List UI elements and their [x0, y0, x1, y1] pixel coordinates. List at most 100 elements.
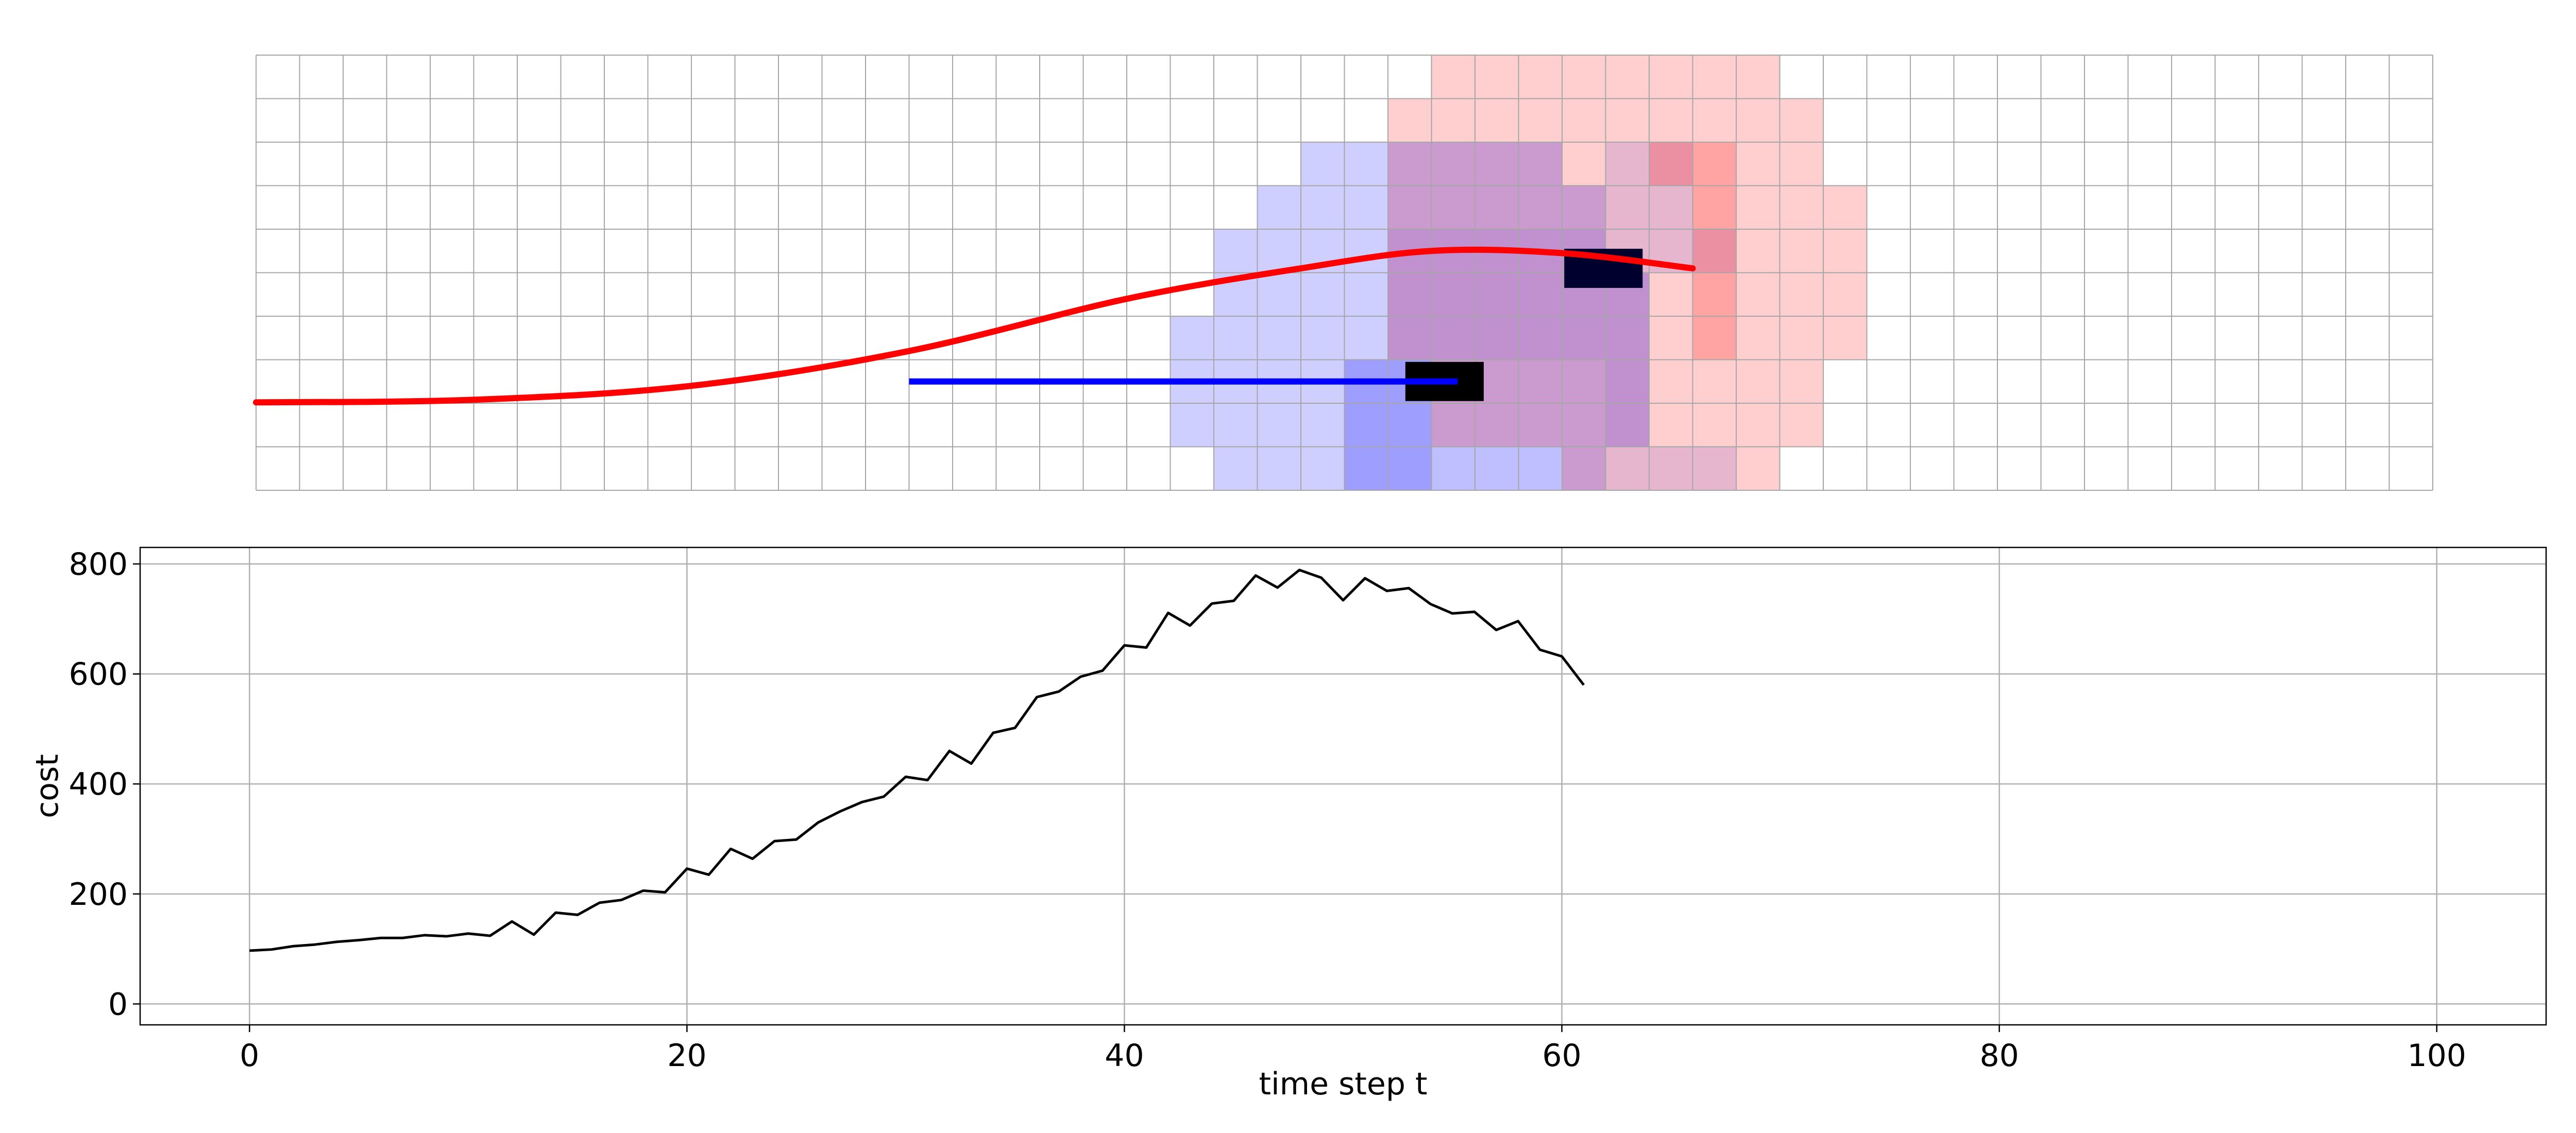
blue-cost-cell	[1214, 229, 1258, 273]
blue-cost-cell	[1692, 229, 1736, 273]
red-cost-cell	[1780, 272, 1823, 316]
red-cost-cell	[1649, 447, 1693, 490]
y-tick-label: 200	[69, 877, 128, 913]
red-cost-cell	[1562, 98, 1606, 142]
grid-lines	[256, 55, 2433, 491]
red-cost-cell	[1562, 55, 1606, 99]
red-cost-cell	[1736, 403, 1780, 447]
blue-cost-cell	[1518, 316, 1562, 360]
blue-cost-cell	[1518, 142, 1562, 186]
red-cost-cell	[1562, 403, 1606, 447]
blue-cost-cell	[1214, 447, 1258, 490]
blue-cost-cell	[1562, 359, 1606, 403]
red-cost-cell	[1692, 55, 1736, 99]
cost-line-chart: 0 20 40 60 80 100 0 200 400 600 800 time step t c…	[29, 546, 2547, 1102]
red-cost-cell	[1692, 185, 1736, 229]
blue-cost-cell	[1214, 403, 1258, 447]
blue-cost-cell	[1475, 142, 1519, 186]
blue-cost-cell	[1344, 447, 1388, 490]
red-cost-cell	[1431, 272, 1475, 316]
red-cost-cell	[1518, 316, 1562, 360]
red-cost-cell	[1780, 316, 1823, 360]
red-cost-cell	[1780, 98, 1823, 142]
blue-cost-cell	[1562, 447, 1606, 490]
blue-cost-cell	[1431, 316, 1475, 360]
red-cost-cell	[1692, 98, 1736, 142]
blue-cost-cell	[1475, 272, 1519, 316]
blue-cost-cell	[1431, 272, 1475, 316]
blue-cost-cell	[1301, 185, 1345, 229]
red-cost-cell	[1518, 272, 1562, 316]
blue-cost-cell	[1344, 272, 1388, 316]
y-tick-label: 800	[69, 546, 128, 582]
red-cost-cell	[1431, 316, 1475, 360]
blue-cost-cell	[1475, 316, 1519, 360]
red-cost-cell	[1475, 316, 1519, 360]
red-cost-cell	[1475, 98, 1519, 142]
line-chart-gridlines	[140, 547, 2546, 1025]
red-cost-cell	[1431, 98, 1475, 142]
blue-cost-cell	[1605, 316, 1649, 360]
blue-cost-cell	[1562, 316, 1606, 360]
occupancy-grid-panel	[253, 55, 2433, 491]
blue-cost-cell	[1257, 185, 1301, 229]
red-cost-cell	[1736, 359, 1780, 403]
red-cost-cell	[1605, 447, 1649, 490]
blue-cost-cell	[1605, 359, 1649, 403]
red-cost-cell	[1605, 55, 1649, 99]
y-axis-ticks: 0 200 400 600 800	[69, 546, 140, 1022]
red-cost-cell	[1518, 359, 1562, 403]
x-tick-label: 80	[1979, 1038, 2019, 1074]
red-cost-cell	[1475, 272, 1519, 316]
blue-cost-cell	[1649, 447, 1693, 490]
blue-cost-cell	[1388, 272, 1432, 316]
red-cost-cell	[1692, 316, 1736, 360]
x-axis-ticks: 0 20 40 60 80 100	[240, 1025, 2466, 1074]
blue-cost-cell	[1301, 272, 1345, 316]
red-cost-cell	[1780, 359, 1823, 403]
red-cost-cell	[1518, 403, 1562, 447]
red-cost-cell	[1692, 447, 1736, 490]
red-cost-cell	[1431, 55, 1475, 99]
red-cost-cell	[1388, 185, 1432, 229]
blue-cost-cell	[1431, 447, 1475, 490]
red-cost-cell	[1431, 403, 1475, 447]
red-cost-cell	[1518, 185, 1562, 229]
red-cost-cell	[1780, 229, 1823, 273]
red-cost-cell	[1823, 272, 1867, 316]
x-tick-label: 0	[240, 1038, 259, 1074]
red-cost-cell	[1562, 359, 1606, 403]
blue-cost-cell	[1518, 185, 1562, 229]
blue-cost-cell	[1170, 316, 1214, 360]
red-cost-cell	[1562, 447, 1606, 490]
blue-cost-cell	[1170, 403, 1214, 447]
red-cost-cell	[1562, 316, 1606, 360]
red-cost-cell	[1736, 185, 1780, 229]
blue-cost-cell	[1301, 403, 1345, 447]
blue-cost-cell	[1475, 185, 1519, 229]
red-cost-cell	[1605, 98, 1649, 142]
red-cost-cell	[1649, 403, 1693, 447]
red-cost-cell	[1475, 142, 1519, 186]
blue-cost-cell	[1388, 142, 1432, 186]
y-tick-label: 0	[108, 986, 128, 1022]
red-cost-cell	[1649, 142, 1693, 186]
red-cost-cell	[1562, 185, 1606, 229]
red-cost-cell	[1823, 229, 1867, 273]
red-cost-cell	[1780, 403, 1823, 447]
red-cost-cell	[1823, 316, 1867, 360]
blue-cost-cell	[1562, 185, 1606, 229]
x-tick-label: 40	[1105, 1038, 1144, 1074]
red-cost-cell	[1692, 272, 1736, 316]
blue-cost-cell	[1388, 403, 1432, 447]
red-cost-cell	[1736, 447, 1780, 490]
red-cost-cell	[1736, 55, 1780, 99]
red-cost-cell	[1605, 185, 1649, 229]
blue-cost-cell	[1605, 185, 1649, 229]
red-cost-cell	[1388, 316, 1432, 360]
plot-frame	[139, 546, 2547, 1026]
blue-cost-cell	[1518, 403, 1562, 447]
red-cost-cell	[1475, 403, 1519, 447]
red-cost-cell	[1388, 272, 1432, 316]
red-cost-cell	[1475, 55, 1519, 99]
